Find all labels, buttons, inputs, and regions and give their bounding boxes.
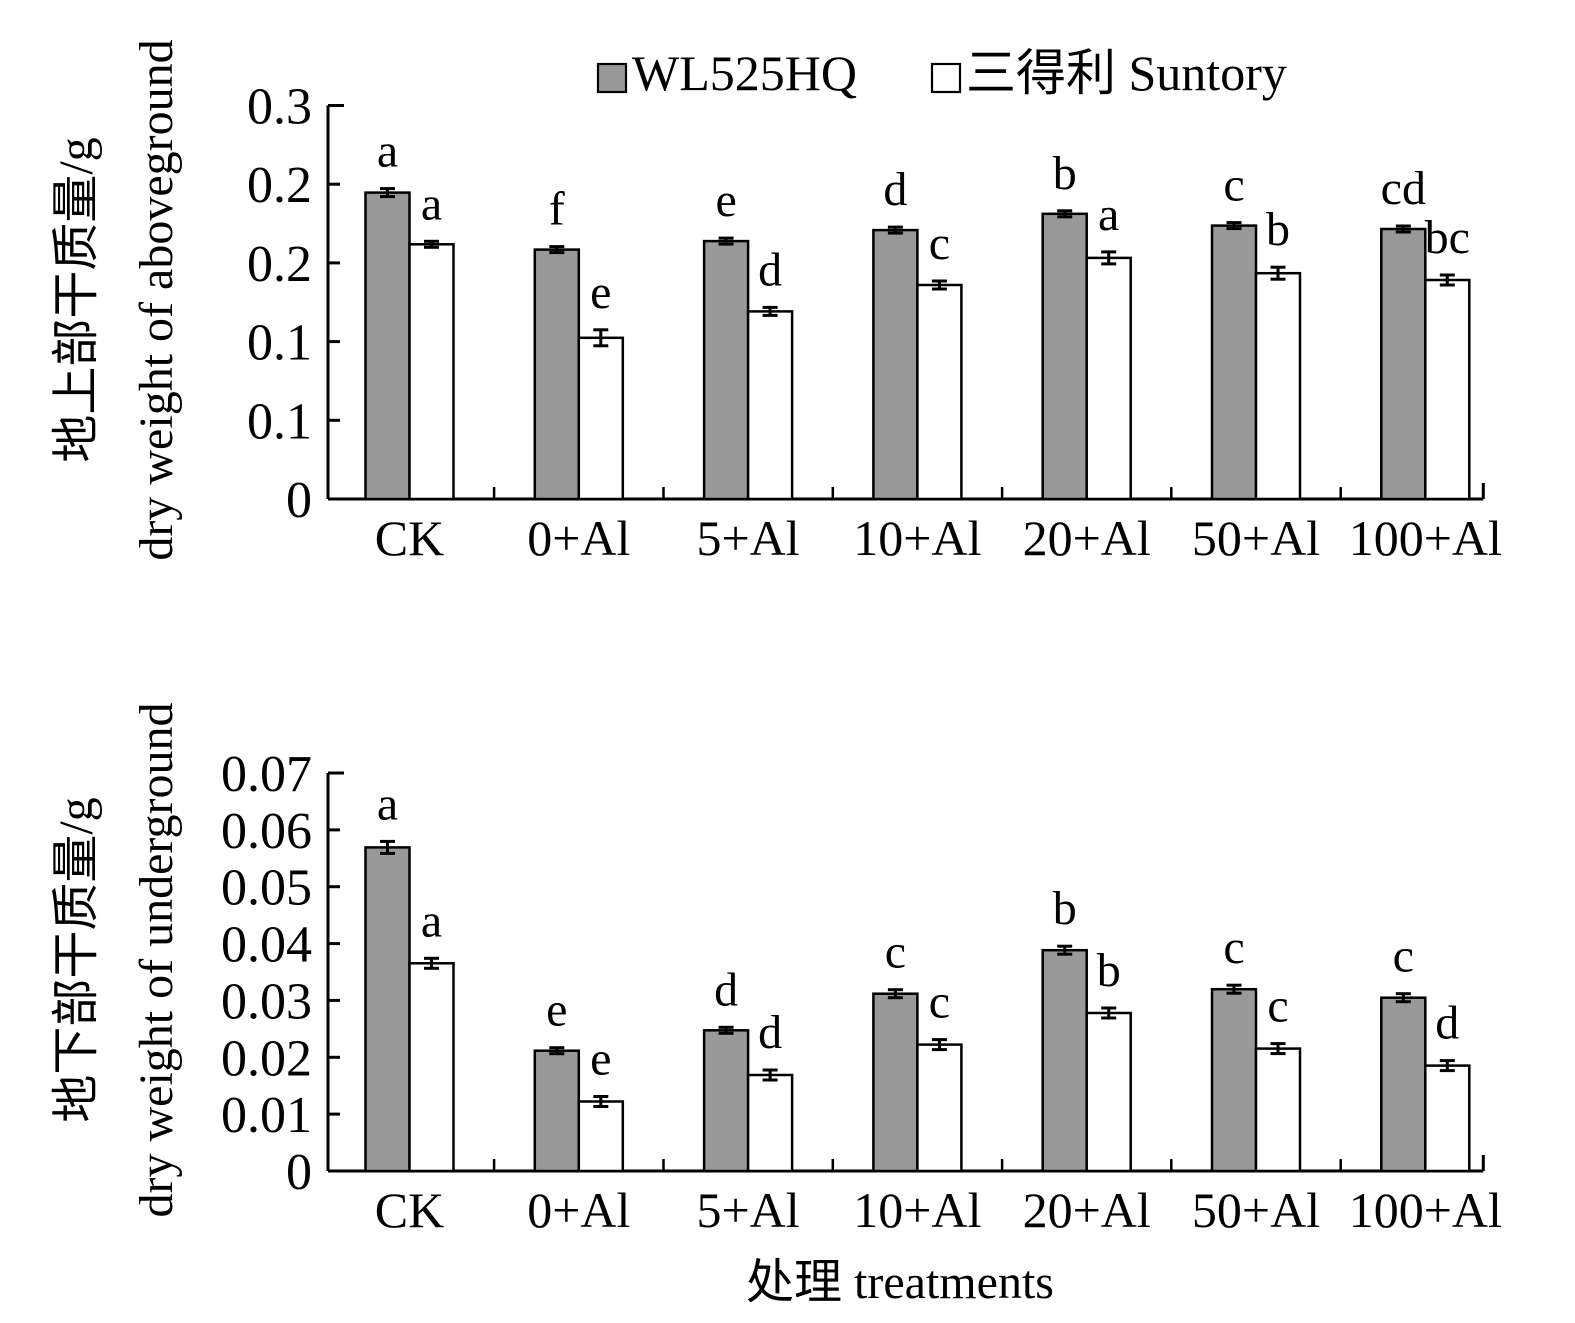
svg-text:e: e	[715, 174, 736, 227]
svg-text:0.2: 0.2	[247, 157, 312, 214]
svg-text:a: a	[421, 177, 442, 230]
svg-text:bc: bc	[1425, 211, 1470, 264]
svg-text:100+Al: 100+Al	[1349, 1182, 1502, 1238]
svg-text:10+Al: 10+Al	[853, 1182, 981, 1238]
svg-text:0.01: 0.01	[221, 1087, 312, 1144]
svg-text:e: e	[590, 266, 611, 319]
svg-text:0.02: 0.02	[221, 1030, 312, 1087]
svg-text:0+Al: 0+Al	[527, 510, 630, 566]
svg-text:三得利 Suntory: 三得利 Suntory	[966, 45, 1287, 101]
svg-text:0.1: 0.1	[247, 315, 312, 372]
svg-text:0.05: 0.05	[221, 860, 312, 917]
svg-text:cd: cd	[1381, 162, 1426, 215]
svg-text:a: a	[1098, 188, 1119, 241]
svg-text:0.2: 0.2	[247, 236, 312, 293]
svg-text:c: c	[885, 926, 906, 979]
svg-text:dry weight of underground: dry weight of underground	[130, 702, 183, 1217]
svg-text:c: c	[929, 976, 950, 1029]
svg-text:0.1: 0.1	[247, 393, 312, 450]
svg-text:c: c	[1223, 921, 1244, 974]
svg-text:0.04: 0.04	[221, 917, 312, 974]
svg-text:0.06: 0.06	[221, 803, 312, 860]
svg-text:b: b	[1053, 882, 1077, 935]
svg-text:d: d	[883, 163, 907, 216]
svg-text:dry weight of aboveground: dry weight of aboveground	[130, 39, 183, 560]
svg-text:f: f	[549, 183, 565, 236]
svg-text:20+Al: 20+Al	[1023, 510, 1151, 566]
svg-text:0.3: 0.3	[247, 79, 312, 136]
svg-text:50+Al: 50+Al	[1192, 510, 1320, 566]
svg-text:e: e	[590, 1033, 611, 1086]
svg-text:WL525HQ: WL525HQ	[632, 45, 857, 101]
svg-text:d: d	[758, 1006, 782, 1059]
svg-text:c: c	[1393, 930, 1414, 983]
svg-text:c: c	[929, 217, 950, 270]
svg-text:b: b	[1053, 147, 1077, 200]
svg-text:0+Al: 0+Al	[527, 1182, 630, 1238]
svg-text:a: a	[377, 777, 398, 830]
svg-text:d: d	[714, 963, 738, 1016]
svg-text:0: 0	[286, 472, 312, 529]
svg-text:CK: CK	[375, 1182, 444, 1238]
svg-text:100+Al: 100+Al	[1349, 510, 1502, 566]
svg-text:e: e	[546, 984, 567, 1037]
svg-text:d: d	[758, 243, 782, 296]
svg-text:50+Al: 50+Al	[1192, 1182, 1320, 1238]
svg-text:a: a	[421, 894, 442, 947]
svg-text:20+Al: 20+Al	[1023, 1182, 1151, 1238]
svg-text:0: 0	[286, 1144, 312, 1201]
svg-text:CK: CK	[375, 510, 444, 566]
svg-text:10+Al: 10+Al	[853, 510, 981, 566]
svg-text:0.07: 0.07	[221, 746, 312, 803]
svg-text:地下部干质量/g: 地下部干质量/g	[50, 797, 103, 1122]
svg-text:c: c	[1267, 980, 1288, 1033]
svg-text:处理 treatments: 处理 treatments	[746, 1256, 1054, 1309]
svg-text:b: b	[1097, 944, 1121, 997]
svg-text:d: d	[1435, 997, 1459, 1050]
svg-text:地上部干质量/g: 地上部干质量/g	[50, 137, 103, 462]
svg-text:b: b	[1266, 203, 1290, 256]
svg-text:a: a	[377, 125, 398, 178]
svg-text:c: c	[1223, 159, 1244, 212]
svg-text:5+Al: 5+Al	[696, 510, 799, 566]
svg-text:0.03: 0.03	[221, 973, 312, 1030]
svg-text:5+Al: 5+Al	[696, 1182, 799, 1238]
